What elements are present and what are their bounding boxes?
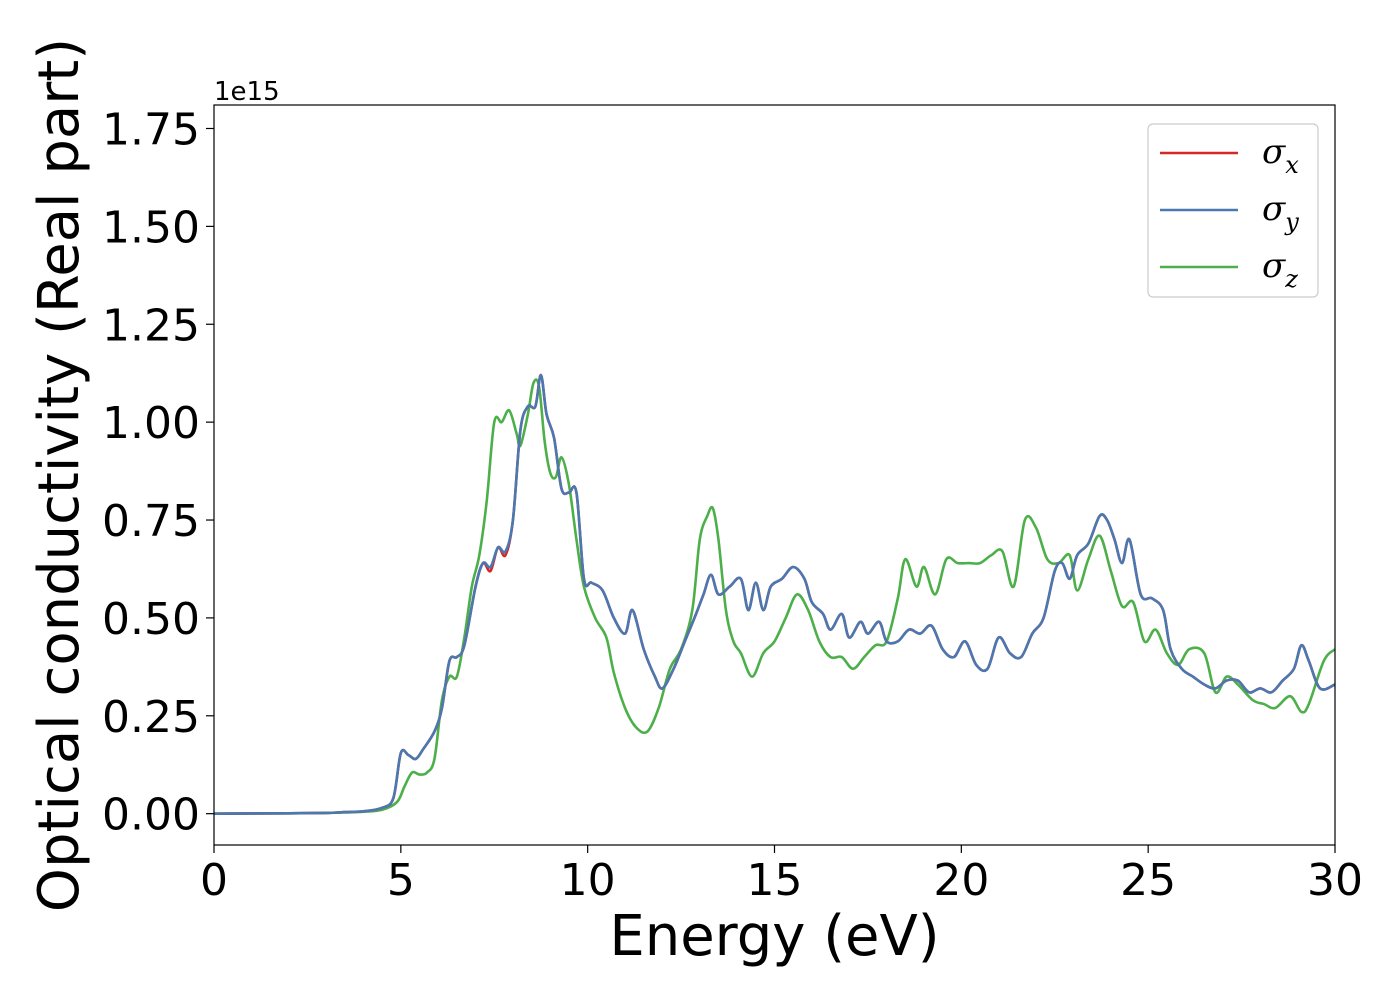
y-offset-label: 1e15 <box>214 77 280 107</box>
x-tick-label: 5 <box>387 855 415 906</box>
y-tick-label: 1.50 <box>102 202 200 253</box>
y-tick-label: 1.75 <box>102 104 200 155</box>
x-axis-label: Energy (eV) <box>609 904 939 969</box>
y-tick-label: 1.00 <box>102 398 200 449</box>
y-tick-label: 0.75 <box>102 496 200 547</box>
legend: σx σy σz <box>1147 123 1319 298</box>
legend-label-y: σy <box>1262 189 1299 236</box>
legend-label-z: σz <box>1262 246 1298 293</box>
x-tick-label: 0 <box>200 855 228 906</box>
y-tick-label: 1.25 <box>102 300 200 351</box>
legend-label-x: σx <box>1262 132 1299 179</box>
y-axis-label: Optical conductivity (Real part) <box>27 38 92 912</box>
x-tick-label: 20 <box>933 855 989 906</box>
x-tick-label: 15 <box>747 855 803 906</box>
y-axis-ticks: 0.00 0.25 0.50 0.75 1.00 1.25 1.50 1.75 <box>102 104 214 841</box>
y-tick-label: 0.25 <box>102 692 200 743</box>
x-tick-label: 10 <box>560 855 616 906</box>
y-tick-label: 0.00 <box>102 790 200 841</box>
x-tick-label: 25 <box>1120 855 1176 906</box>
x-tick-label: 30 <box>1307 855 1363 906</box>
x-axis-ticks: 0 5 10 15 20 25 30 <box>200 845 1363 906</box>
y-tick-label: 0.50 <box>102 594 200 645</box>
series-layer <box>214 373 1335 815</box>
series-line-z <box>214 378 1335 815</box>
series-line-y <box>214 373 1335 815</box>
series-line-x <box>214 373 1335 815</box>
